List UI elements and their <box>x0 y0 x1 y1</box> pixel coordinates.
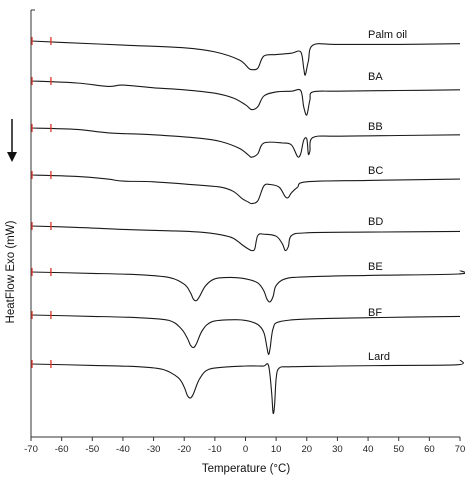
x-tick-label: -20 <box>177 444 191 455</box>
series-label: Palm oil <box>368 29 407 41</box>
x-tick-label: 70 <box>455 444 465 455</box>
y-axis-title: HeatFlow Exo (mW) <box>5 220 17 323</box>
x-tick-label: 60 <box>424 444 435 455</box>
series-line-bb <box>30 127 461 158</box>
x-tick-label: 30 <box>332 444 343 455</box>
series-line-bc <box>30 174 461 205</box>
x-tick-label: -10 <box>208 444 222 455</box>
series-line-bf <box>30 314 461 355</box>
series-line-ba <box>30 80 461 116</box>
x-tick-label: 50 <box>393 444 404 455</box>
x-axis-ticks <box>30 437 461 441</box>
series-label: BB <box>368 121 383 133</box>
x-axis-title: Temperature (°C) <box>202 463 290 475</box>
series-labels: Palm oil BA BB BC BD BE BF Lard <box>368 29 407 363</box>
series-line-be <box>30 270 465 303</box>
x-tick-label: -70 <box>24 444 38 455</box>
series-line-palm-oil <box>30 40 461 76</box>
x-tick-label: -60 <box>55 444 69 455</box>
x-tick-label: 0 <box>243 444 248 455</box>
down-arrow-icon <box>7 119 17 162</box>
x-axis-tick-labels: -70 -60 -50 -40 -30 -20 -10 0 10 20 30 40 50 60 70 <box>24 444 465 455</box>
series-curves <box>30 40 465 415</box>
x-tick-label: 10 <box>271 444 282 455</box>
x-tick-label: 40 <box>363 444 374 455</box>
curve-start-markers <box>31 37 52 368</box>
plot-frame <box>30 9 460 438</box>
x-tick-label: 20 <box>301 444 312 455</box>
series-label: BD <box>368 216 383 228</box>
series-label: BA <box>368 71 383 83</box>
series-label: BE <box>368 261 383 273</box>
series-label: BF <box>368 307 382 319</box>
series-line-lard <box>30 359 464 415</box>
series-label: Lard <box>368 351 390 363</box>
x-tick-label: -40 <box>116 444 130 455</box>
x-tick-label: -30 <box>147 444 161 455</box>
series-label: BC <box>368 165 383 177</box>
series-line-bd <box>30 225 461 252</box>
x-tick-label: -50 <box>85 444 99 455</box>
